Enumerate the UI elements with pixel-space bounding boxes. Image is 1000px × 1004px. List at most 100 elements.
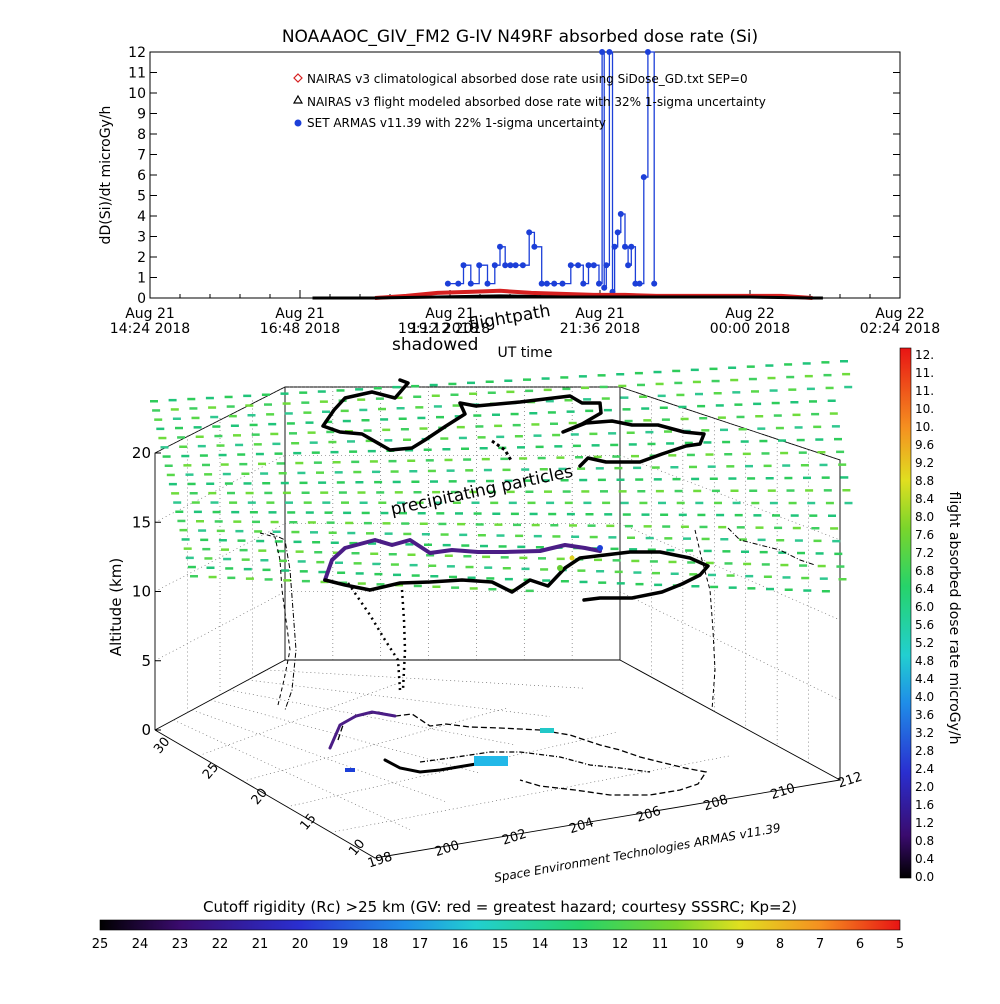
particle [285,501,293,504]
particle [546,501,555,505]
particle [736,526,745,529]
particle [289,432,297,435]
armas-point [622,243,628,250]
particle [726,465,735,468]
particle [338,491,347,494]
particle [624,419,633,423]
particle [500,457,509,461]
particle [594,558,602,562]
particle [216,444,225,447]
particle [457,522,466,526]
particle [828,514,836,517]
particle [187,482,196,486]
particle [430,575,439,578]
particle [807,501,816,505]
particle [637,490,646,493]
armas-point [625,262,632,269]
armas-point [476,262,483,269]
particle [591,444,600,447]
particle [293,540,302,544]
grid-line [154,386,286,454]
particle [556,456,565,459]
particle [239,462,248,466]
particle [817,564,826,568]
dose-rate-tick-label: 8.0 [915,510,934,524]
right-wall-shadow [694,529,716,711]
particle [440,437,449,440]
particle [579,580,588,584]
cutoff-tick-label: 21 [252,937,269,952]
particle [502,468,511,472]
particle [716,513,725,517]
particle [436,512,445,515]
particle [218,539,227,542]
particle [741,550,749,553]
particle [527,501,536,505]
particle [432,585,441,588]
particle [510,412,519,416]
particle [734,513,743,517]
particle [480,544,488,548]
particle [583,501,592,505]
particle [266,413,275,416]
particle [436,415,444,419]
particle [274,452,283,455]
particle [251,433,260,436]
z-tick-label: 5 [141,652,151,670]
particle [645,536,654,540]
particle [154,418,163,421]
particle [320,491,329,494]
particle [349,450,358,453]
particle [529,412,538,415]
particle [266,501,275,504]
particle [575,456,583,459]
particle [504,379,513,382]
particle [419,522,428,525]
particle [631,454,639,458]
particle [730,489,739,492]
particle [618,490,627,493]
particle [541,479,550,482]
armas-point [543,280,550,287]
dose-rate-tick-label: 6.0 [915,600,934,614]
particle [413,584,422,588]
particle [668,560,677,564]
particle [652,571,660,575]
particle [455,512,463,515]
particle [745,464,753,468]
particle [662,525,671,528]
particle [390,563,399,566]
particle [274,540,283,543]
armas-point [575,262,582,269]
particle [407,553,416,556]
particle [366,532,374,535]
particle [842,489,851,492]
z-tick-label: 15 [132,513,151,531]
particle [825,501,834,505]
particle [569,524,577,527]
particle [651,466,660,469]
grid-line [242,707,508,782]
grid-line [210,699,481,774]
top-legend: NAIRAS v3 climatological absorbed dose r… [292,72,766,130]
particle [620,501,629,505]
particle [459,533,468,537]
armas-point [603,262,610,269]
particle [612,559,621,562]
top-y-tick-label: 6 [137,168,146,184]
particle [314,551,323,554]
particle [834,552,843,556]
y-tick-label: 30 [151,735,173,757]
flightpath-point-blue [597,545,603,551]
particle [666,548,675,552]
particle [842,372,851,376]
particle [330,541,339,544]
particle [558,467,567,471]
particle [328,440,337,444]
top-x-tick-label-time: 21:36 2018 [560,321,640,337]
particle [191,416,200,420]
particle [318,570,327,574]
x-axis-ticks: 198 200 202 204 206 208 210 212 [366,770,864,872]
particle [247,414,256,417]
z-axis-label: Altitude (km) [107,558,125,656]
